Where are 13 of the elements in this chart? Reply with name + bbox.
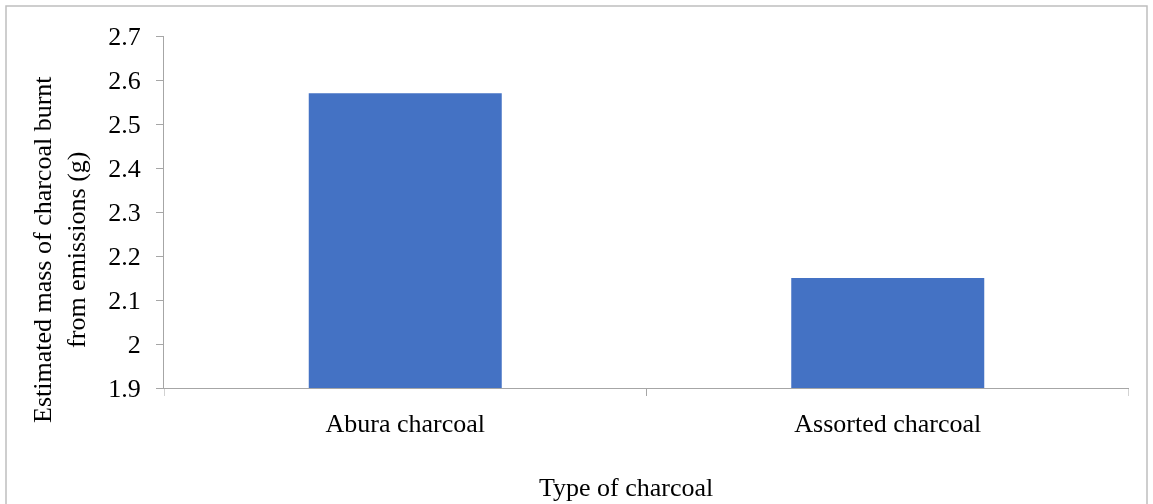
y-tick-label: 2.5 (108, 110, 141, 140)
y-tick-label: 1.9 (108, 374, 141, 404)
x-axis-title: Type of charcoal (539, 473, 714, 502)
y-tick-label: 2.3 (108, 198, 141, 228)
y-tick-label: 2.1 (108, 286, 141, 316)
y-tick-label: 2.2 (108, 242, 141, 272)
y-tick-label: 2.6 (108, 66, 141, 96)
y-tick-label: 2 (127, 330, 141, 360)
y-axis-title: Estimated mass of charcoal burnt from emissions (g) (28, 75, 91, 423)
y-tick-label: 2.7 (108, 22, 141, 52)
x-tick-label: Abura charcoal (325, 409, 486, 439)
x-tick-label: Assorted charcoal (794, 409, 982, 439)
y-tick-label: 2.4 (108, 154, 141, 184)
